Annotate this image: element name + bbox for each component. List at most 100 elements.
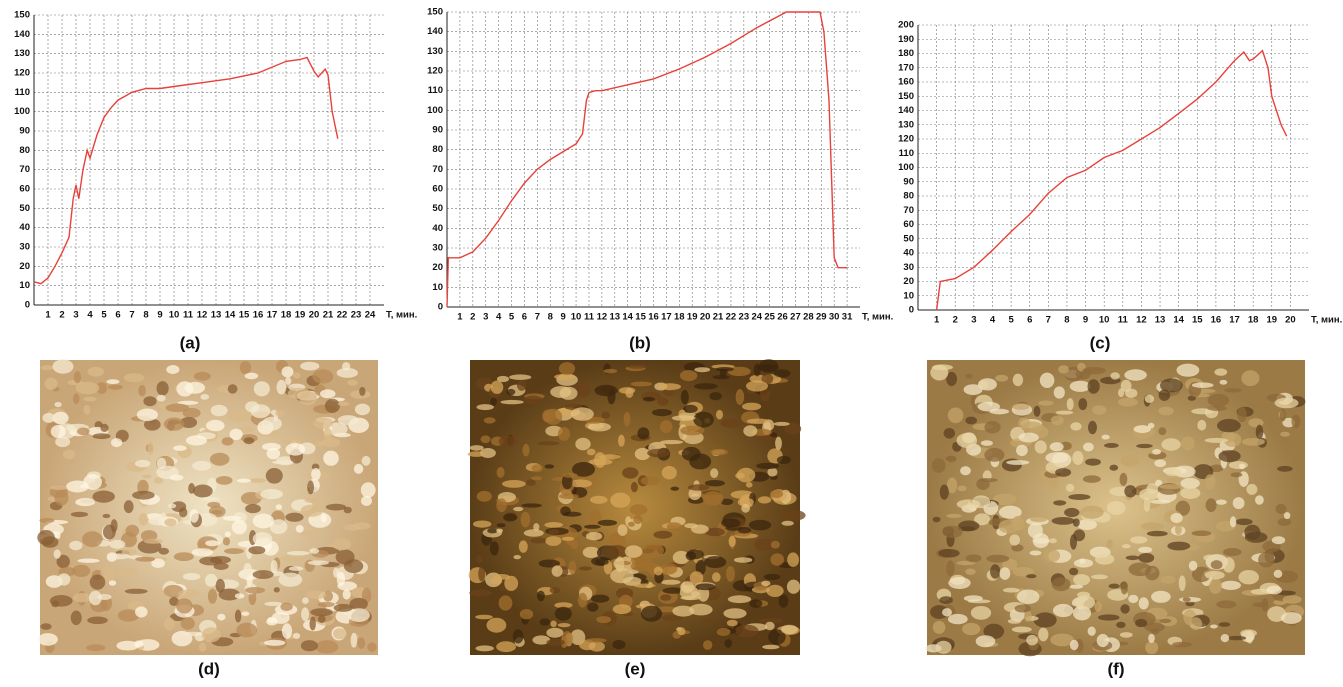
flake — [1191, 382, 1214, 389]
flake — [989, 408, 1010, 415]
flake — [313, 417, 333, 430]
flake — [469, 445, 484, 451]
flake — [476, 404, 494, 411]
flake — [260, 489, 283, 500]
flake — [762, 644, 780, 650]
flake — [300, 530, 321, 537]
flake — [546, 638, 565, 646]
flake — [173, 552, 194, 562]
flake — [222, 537, 231, 546]
flake — [489, 541, 499, 556]
flake — [587, 602, 599, 612]
flake — [1258, 551, 1275, 568]
flake — [781, 624, 798, 635]
flake — [272, 460, 294, 465]
flake — [1161, 438, 1181, 451]
flake — [50, 485, 68, 490]
flake — [151, 558, 165, 568]
flake — [134, 459, 151, 468]
flake — [213, 562, 229, 570]
flake — [241, 611, 250, 616]
flake — [323, 450, 339, 466]
flake — [103, 524, 116, 540]
flake — [984, 448, 1005, 462]
flake — [538, 559, 560, 568]
flake — [652, 409, 672, 417]
flake — [108, 580, 117, 586]
flake — [710, 468, 719, 479]
flake — [1101, 434, 1110, 440]
flake — [946, 455, 957, 463]
flake — [476, 490, 492, 502]
flake — [337, 401, 350, 406]
flake — [712, 572, 721, 583]
flake — [1187, 395, 1196, 401]
flake — [1141, 522, 1165, 531]
flake — [138, 384, 146, 397]
flake — [360, 482, 376, 498]
x-tick-label: 15 — [239, 310, 250, 321]
flake — [1280, 431, 1290, 437]
flake — [141, 474, 152, 479]
y-tick-label: 80 — [432, 144, 443, 155]
flake — [1146, 483, 1159, 495]
x-tick-label: 27 — [790, 312, 801, 323]
flake — [66, 480, 89, 493]
flake — [328, 422, 348, 436]
flake — [939, 484, 949, 500]
flake — [582, 546, 600, 559]
flake — [54, 401, 62, 408]
flake — [703, 640, 713, 650]
flake — [107, 553, 131, 560]
flake — [1066, 483, 1075, 492]
flake — [1078, 398, 1088, 411]
flake — [1014, 604, 1032, 613]
flake — [311, 468, 321, 481]
flake — [248, 546, 266, 555]
flake — [1275, 503, 1287, 514]
flake — [625, 388, 634, 398]
x-tick-label: 28 — [803, 312, 814, 323]
flake — [587, 422, 612, 432]
flake — [984, 421, 1001, 434]
flake — [300, 361, 320, 371]
flake — [1135, 618, 1148, 628]
x-tick-label: 9 — [157, 310, 162, 321]
flake — [1204, 570, 1225, 580]
flake — [1207, 393, 1230, 407]
flake — [548, 529, 560, 535]
flake — [1244, 524, 1261, 540]
flake — [702, 491, 724, 506]
flake — [198, 512, 218, 527]
flake — [1210, 624, 1218, 629]
flake — [215, 578, 225, 593]
flake — [353, 463, 364, 474]
flake — [37, 633, 58, 646]
x-tick-label: 9 — [1083, 315, 1088, 326]
flake — [73, 393, 80, 405]
flake — [958, 520, 980, 532]
flake — [73, 371, 82, 384]
flake — [753, 363, 761, 377]
flake — [1204, 474, 1216, 490]
flake — [1223, 548, 1242, 557]
y-tick-label: 130 — [898, 119, 914, 130]
flake — [1240, 629, 1257, 637]
flake — [140, 530, 158, 542]
flake — [1020, 421, 1044, 433]
flake — [531, 476, 543, 481]
flake — [1205, 498, 1217, 512]
x-tick-label: 6 — [115, 310, 120, 321]
x-tick-label: 5 — [101, 310, 107, 321]
flake — [761, 373, 774, 385]
flake — [532, 635, 551, 645]
x-tick-label: 2 — [470, 312, 475, 323]
flake — [193, 371, 211, 381]
flake — [979, 478, 998, 483]
flake — [570, 407, 594, 421]
flake — [266, 447, 281, 460]
flake — [585, 638, 607, 643]
flake — [106, 379, 120, 385]
flake — [207, 588, 218, 604]
flake — [1124, 485, 1137, 498]
